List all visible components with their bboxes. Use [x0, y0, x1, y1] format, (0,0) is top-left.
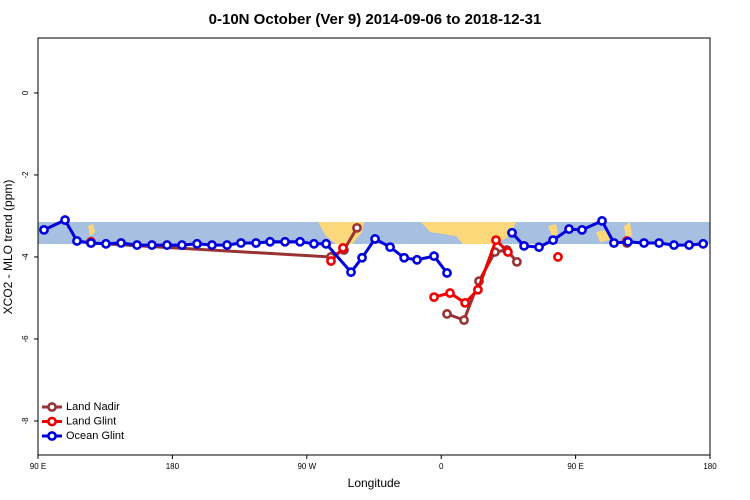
- data-point: [295, 236, 305, 247]
- data-point: [399, 252, 410, 263]
- y-tick-label: 0: [21, 90, 30, 95]
- x-tick-label: 90 E: [30, 462, 46, 471]
- data-point: [132, 240, 142, 250]
- data-point: [162, 240, 172, 250]
- data-point: [346, 267, 356, 278]
- data-point: [639, 238, 649, 248]
- data-point: [445, 288, 455, 298]
- data-point: [412, 254, 422, 265]
- data-point: [609, 238, 619, 248]
- data-point: [564, 224, 574, 234]
- data-point: [309, 238, 319, 249]
- legend-label: Land Glint: [66, 415, 116, 427]
- data-point: [429, 292, 439, 303]
- legend-marker: [47, 431, 57, 441]
- legend-label: Land Nadir: [66, 401, 120, 413]
- y-tick-label: -8: [21, 417, 30, 425]
- legend-marker: [47, 416, 57, 427]
- data-point: [698, 238, 709, 249]
- data-point: [507, 227, 517, 238]
- data-point: [86, 238, 96, 248]
- x-tick-label: 90 W: [297, 462, 316, 471]
- data-point: [669, 240, 679, 250]
- data-point: [265, 236, 275, 247]
- data-point: [654, 238, 664, 248]
- data-point: [177, 240, 187, 250]
- x-tick-label: 180: [166, 462, 180, 471]
- data-point: [352, 222, 362, 233]
- data-point: [459, 315, 469, 326]
- legend-marker: [47, 402, 57, 412]
- x-tick-label: 180: [703, 462, 717, 471]
- data-point: [39, 224, 49, 235]
- data-point: [473, 284, 483, 295]
- data-point: [385, 242, 396, 253]
- data-point: [491, 235, 501, 246]
- data-point: [623, 236, 633, 247]
- data-point: [207, 240, 217, 250]
- y-tick-label: -2: [21, 171, 30, 179]
- data-point: [534, 242, 544, 253]
- legend: Land Nadir Land Glint Ocean Glint: [42, 401, 124, 442]
- data-point: [503, 247, 513, 257]
- data-point: [370, 234, 380, 244]
- data-point: [321, 238, 331, 249]
- x-tick-label: 90 E: [567, 462, 583, 471]
- x-axis-label: Longitude: [348, 476, 401, 490]
- plot-frame: [37, 37, 711, 456]
- data-point: [357, 252, 367, 263]
- data-point: [442, 309, 452, 319]
- data-point: [192, 238, 202, 249]
- y-tick-label: -4: [21, 253, 30, 261]
- data-point: [429, 251, 439, 262]
- data-point: [326, 256, 336, 266]
- data-point: [460, 297, 470, 308]
- data-point: [577, 224, 587, 235]
- data-point: [280, 236, 290, 247]
- data-point: [442, 268, 452, 278]
- data-point: [684, 240, 694, 250]
- data-point: [222, 240, 232, 250]
- legend-label: Ocean Glint: [66, 430, 124, 442]
- data-point: [553, 252, 563, 262]
- y-axis-label: XCO2 - MLO trend (ppm): [1, 180, 15, 315]
- data-point: [519, 240, 529, 251]
- x-tick-label: 0: [439, 462, 444, 471]
- data-point: [597, 215, 607, 226]
- data-point: [101, 238, 111, 249]
- data-point: [548, 235, 558, 246]
- chart-title: 0-10N October (Ver 9) 2014-09-06 to 2018…: [209, 11, 542, 28]
- data-point: [338, 243, 348, 253]
- data-point: [251, 238, 261, 248]
- data-point: [512, 256, 522, 267]
- data-point: [236, 238, 246, 248]
- data-point: [72, 236, 82, 246]
- y-tick-label: -6: [21, 335, 30, 343]
- data-point: [116, 238, 126, 248]
- data-point: [147, 240, 157, 250]
- data-point: [60, 215, 70, 225]
